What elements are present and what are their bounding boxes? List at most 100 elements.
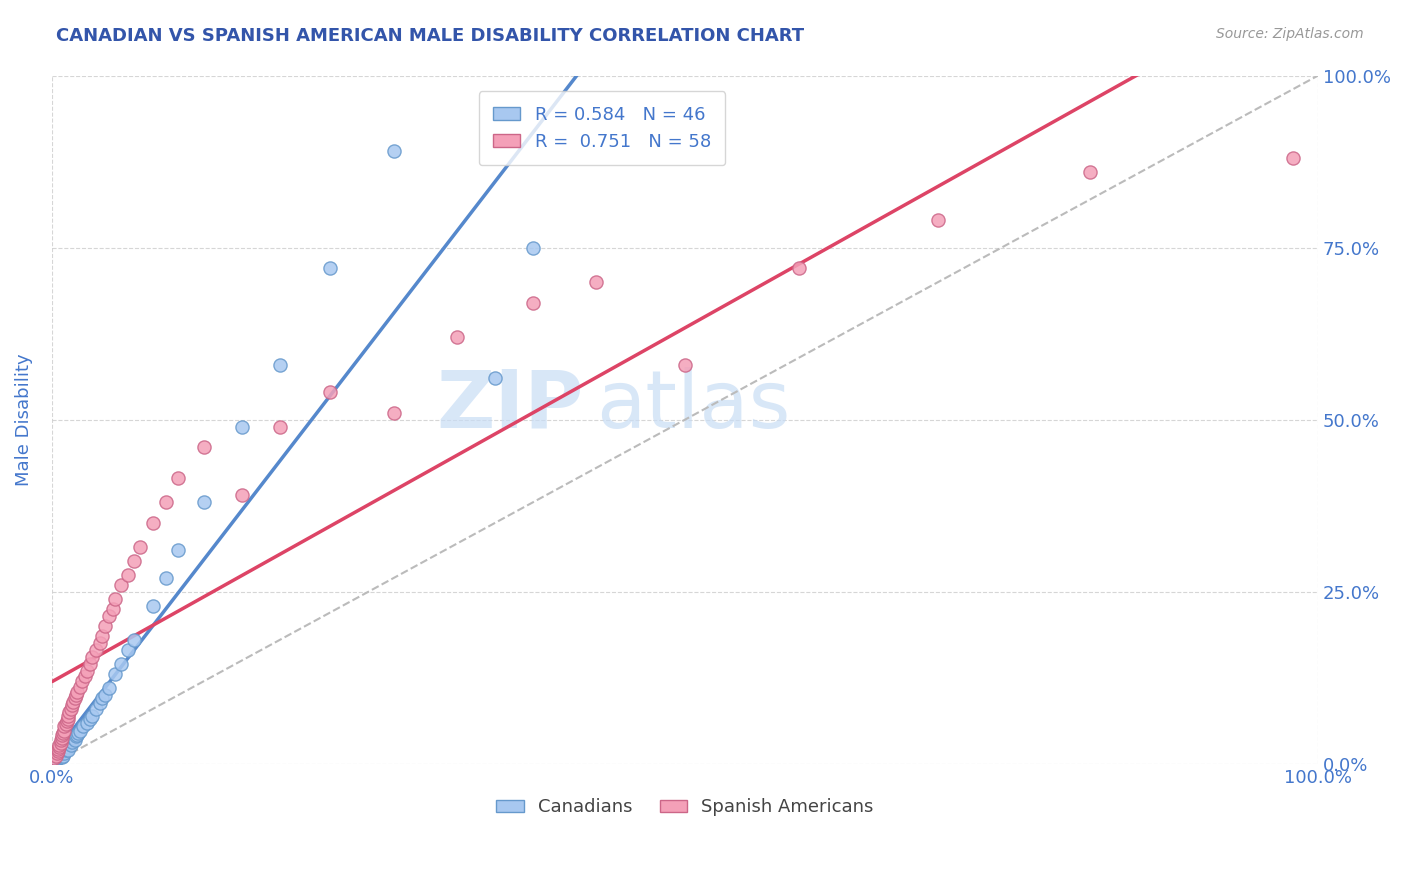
Point	[84, 702, 107, 716]
Point	[70, 674, 93, 689]
Point	[63, 691, 86, 706]
Point	[94, 619, 117, 633]
Point	[69, 723, 91, 738]
Point	[110, 578, 132, 592]
Point	[1281, 151, 1303, 165]
Point	[58, 739, 80, 754]
Point	[66, 728, 89, 742]
Text: atlas: atlas	[596, 367, 790, 445]
Point	[110, 657, 132, 671]
Point	[63, 732, 86, 747]
Point	[58, 705, 80, 719]
Point	[193, 440, 215, 454]
Point	[52, 748, 75, 763]
Point	[45, 753, 67, 767]
Point	[59, 732, 82, 747]
Point	[58, 736, 80, 750]
Point	[46, 741, 69, 756]
Point	[79, 712, 101, 726]
Point	[44, 751, 66, 765]
Text: CANADIAN VS SPANISH AMERICAN MALE DISABILITY CORRELATION CHART: CANADIAN VS SPANISH AMERICAN MALE DISABI…	[56, 27, 804, 45]
Point	[97, 681, 120, 695]
Legend: Canadians, Spanish Americans: Canadians, Spanish Americans	[489, 791, 880, 823]
Point	[66, 684, 89, 698]
Point	[231, 419, 253, 434]
Point	[60, 698, 83, 713]
Point	[787, 261, 810, 276]
Point	[97, 608, 120, 623]
Point	[48, 738, 70, 752]
Point	[62, 695, 84, 709]
Point	[522, 241, 544, 255]
Point	[446, 330, 468, 344]
Point	[59, 738, 82, 752]
Point	[104, 667, 127, 681]
Point	[48, 739, 70, 754]
Point	[58, 743, 80, 757]
Point	[319, 385, 342, 400]
Point	[53, 747, 76, 761]
Point	[382, 145, 405, 159]
Text: Source: ZipAtlas.com: Source: ZipAtlas.com	[1216, 27, 1364, 41]
Point	[58, 712, 80, 726]
Point	[76, 715, 98, 730]
Point	[53, 744, 76, 758]
Text: ZIP: ZIP	[436, 367, 583, 445]
Point	[231, 488, 253, 502]
Point	[55, 743, 77, 757]
Point	[927, 213, 949, 227]
Point	[51, 750, 73, 764]
Point	[46, 751, 69, 765]
Point	[51, 747, 73, 761]
Point	[167, 471, 190, 485]
Point	[193, 495, 215, 509]
Point	[522, 295, 544, 310]
Point	[65, 688, 87, 702]
Point	[79, 657, 101, 671]
Point	[104, 591, 127, 606]
Point	[56, 741, 79, 756]
Point	[59, 702, 82, 716]
Point	[122, 554, 145, 568]
Point	[51, 728, 73, 742]
Point	[58, 708, 80, 723]
Point	[69, 680, 91, 694]
Y-axis label: Male Disability: Male Disability	[15, 353, 32, 486]
Point	[94, 688, 117, 702]
Point	[55, 717, 77, 731]
Point	[155, 495, 177, 509]
Point	[49, 748, 72, 763]
Point	[142, 516, 165, 530]
Point	[89, 696, 111, 710]
Point	[65, 729, 87, 743]
Point	[91, 691, 114, 706]
Point	[45, 747, 67, 761]
Point	[51, 731, 73, 745]
Point	[484, 371, 506, 385]
Point	[67, 726, 90, 740]
Point	[117, 567, 139, 582]
Point	[269, 358, 291, 372]
Point	[73, 669, 96, 683]
Point	[91, 630, 114, 644]
Point	[84, 643, 107, 657]
Point	[101, 602, 124, 616]
Point	[585, 275, 607, 289]
Point	[122, 632, 145, 647]
Point	[319, 261, 342, 276]
Point	[673, 358, 696, 372]
Point	[53, 719, 76, 733]
Point	[382, 406, 405, 420]
Point	[167, 543, 190, 558]
Point	[155, 571, 177, 585]
Point	[1078, 165, 1101, 179]
Point	[49, 736, 72, 750]
Point	[117, 643, 139, 657]
Point	[82, 650, 104, 665]
Point	[72, 719, 94, 733]
Point	[45, 748, 67, 763]
Point	[46, 744, 69, 758]
Point	[89, 636, 111, 650]
Point	[49, 732, 72, 747]
Point	[142, 599, 165, 613]
